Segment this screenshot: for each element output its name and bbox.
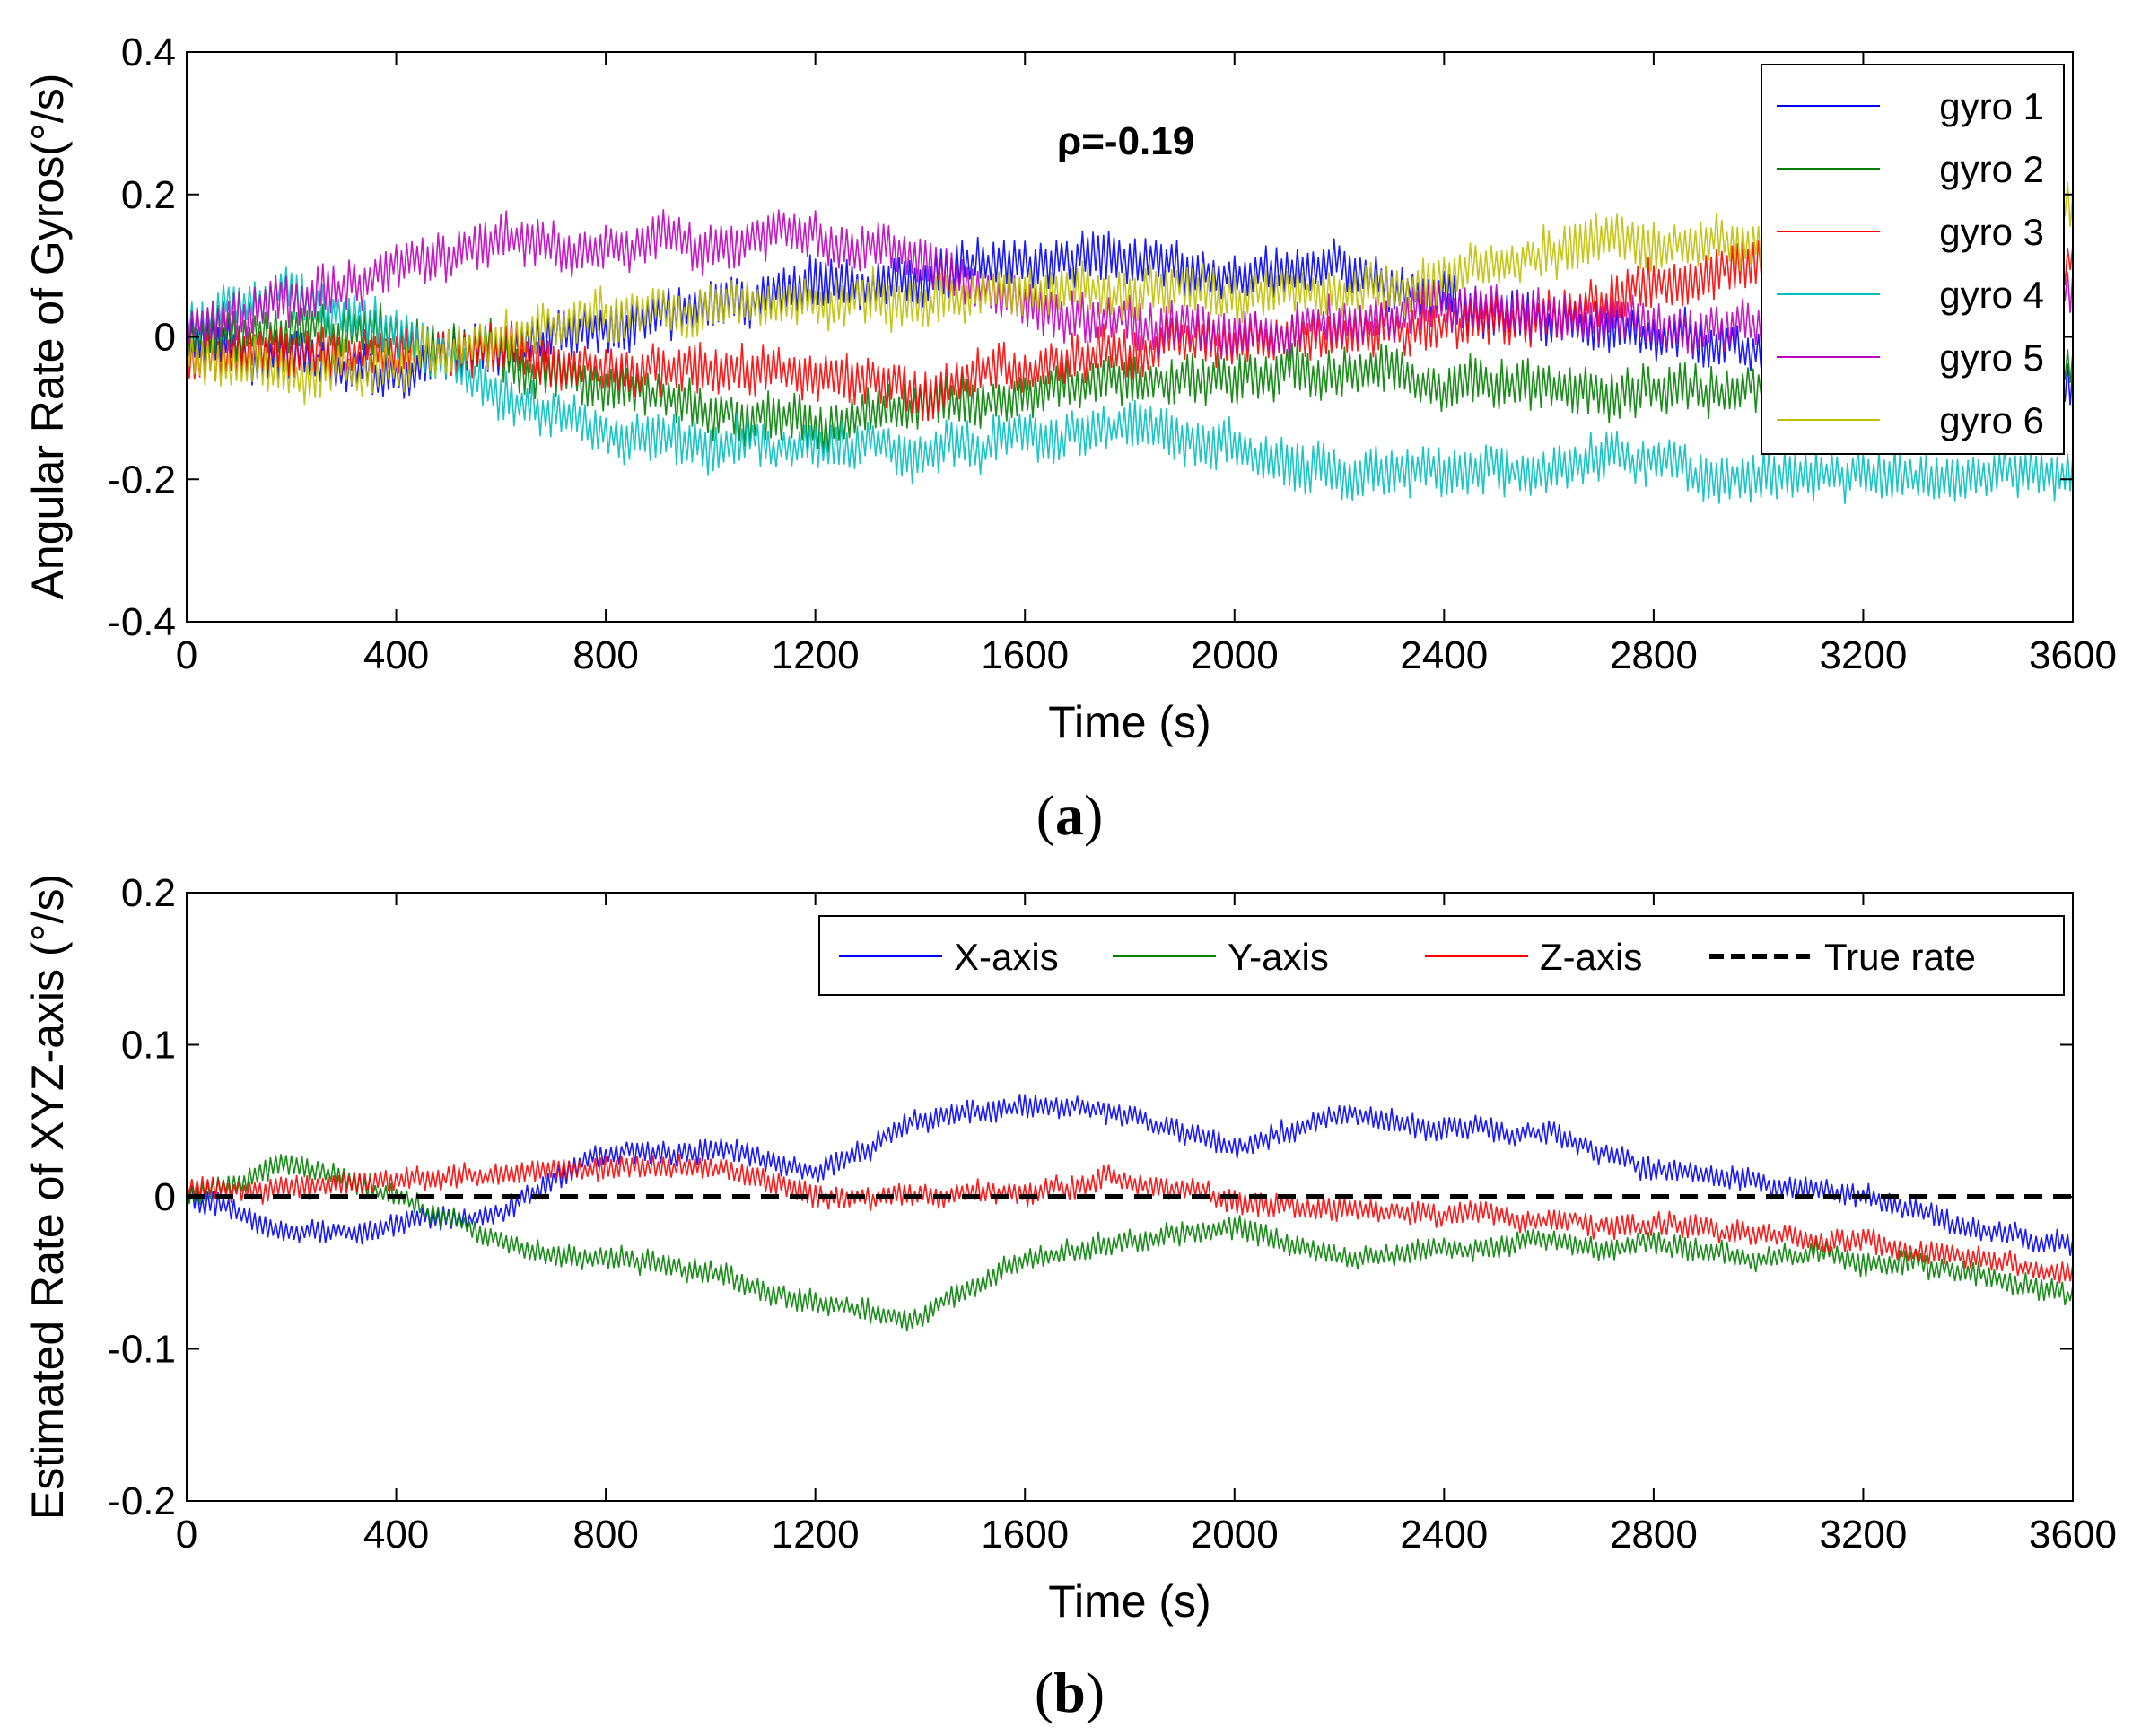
legend-label: gyro 2 bbox=[1939, 148, 2044, 190]
correlation-annotation: ρ=-0.19 bbox=[1057, 119, 1194, 163]
x-tick-label: 1200 bbox=[772, 633, 860, 677]
series-group bbox=[187, 1094, 2073, 1332]
axis-ticks-b: 0 400 800 1200 1600 2000 2400 2800 3200 3600 -0.2 -… bbox=[108, 871, 2117, 1557]
legend-label: gyro 3 bbox=[1939, 211, 2044, 253]
x-axis-label-b: Time (s) bbox=[1048, 1576, 1210, 1627]
x-tick-label: 3200 bbox=[1819, 1513, 1907, 1557]
series-line-gyro-4 bbox=[187, 266, 2073, 504]
y-tick-label: 0.2 bbox=[121, 871, 176, 915]
y-tick-label: 0.1 bbox=[121, 1024, 176, 1068]
series-line-gyro-3 bbox=[187, 240, 2073, 422]
x-tick-label: 1200 bbox=[772, 1513, 860, 1557]
x-tick-label: 2800 bbox=[1610, 1513, 1698, 1557]
series-line-z-axis bbox=[187, 1153, 2073, 1284]
y-tick-label: -0.4 bbox=[108, 600, 176, 644]
y-tick-label: 0 bbox=[154, 316, 176, 360]
x-tick-label: 800 bbox=[572, 633, 638, 677]
y-axis-label-b: Estimated Rate of XYZ-axis (°/s) bbox=[22, 874, 73, 1520]
y-tick-label: -0.1 bbox=[108, 1328, 176, 1372]
y-tick-label: -0.2 bbox=[108, 1479, 176, 1523]
panel-label-a: (a) bbox=[1036, 783, 1104, 847]
legend-label: Y-axis bbox=[1228, 936, 1329, 978]
x-tick-label: 400 bbox=[363, 633, 429, 677]
series-group bbox=[187, 181, 2073, 504]
series-line-gyro-1 bbox=[187, 231, 2073, 417]
y-tick-label: 0.2 bbox=[121, 173, 176, 217]
x-tick-label: 0 bbox=[176, 633, 197, 677]
legend-label: gyro 6 bbox=[1939, 399, 2044, 441]
series-line-x-axis bbox=[187, 1094, 2073, 1256]
x-tick-label: 1600 bbox=[981, 1513, 1069, 1557]
legend-b: X-axis Y-axis Z-axis True rate bbox=[818, 915, 2065, 996]
chart-panel-a: 0 400 800 1200 1600 2000 2400 2800 3200 3600 -0.4 -… bbox=[22, 31, 2117, 847]
series-line-y-axis bbox=[187, 1154, 2073, 1332]
x-tick-label: 2000 bbox=[1191, 633, 1279, 677]
plot-frame-b bbox=[186, 892, 2074, 1502]
legend-a: gyro 1 gyro 2 gyro 3 gyro 4 gyro 5 gyro 6 bbox=[1761, 64, 2065, 455]
x-tick-label: 0 bbox=[176, 1513, 197, 1557]
chart-panel-b: 0 400 800 1200 1600 2000 2400 2800 3200 3600 -0.2 -… bbox=[22, 871, 2117, 1724]
series-line-gyro-5 bbox=[187, 209, 2073, 362]
x-tick-label: 2400 bbox=[1400, 1513, 1488, 1557]
svg-text:(b): (b) bbox=[1035, 1661, 1105, 1724]
panel-label-a-letter: a bbox=[1055, 783, 1084, 847]
x-tick-label: 2400 bbox=[1400, 633, 1488, 677]
legend-label: gyro 1 bbox=[1939, 85, 2044, 127]
axis-ticks-a: 0 400 800 1200 1600 2000 2400 2800 3200 3600 -0.4 -… bbox=[108, 31, 2117, 677]
y-tick-label: -0.2 bbox=[108, 458, 176, 502]
x-tick-label: 800 bbox=[572, 1513, 638, 1557]
plot-frame-a bbox=[186, 51, 2074, 623]
y-tick-label: 0.4 bbox=[121, 31, 176, 74]
legend-label: gyro 5 bbox=[1939, 336, 2044, 379]
y-tick-label: 0 bbox=[154, 1175, 176, 1219]
x-tick-label: 3600 bbox=[2029, 1513, 2117, 1557]
x-tick-label: 400 bbox=[363, 1513, 429, 1557]
x-tick-label: 3200 bbox=[1819, 633, 1907, 677]
panel-label-b: (b) bbox=[1035, 1661, 1105, 1724]
legend-label: True rate bbox=[1824, 936, 1976, 978]
series-lines-b bbox=[187, 1094, 2073, 1332]
y-axis-label-a: Angular Rate of Gyros(°/s) bbox=[22, 74, 73, 600]
x-tick-label: 1600 bbox=[981, 633, 1069, 677]
series-line-gyro-2 bbox=[187, 302, 2073, 454]
legend-label: X-axis bbox=[954, 936, 1059, 978]
x-tick-label: 3600 bbox=[2029, 633, 2117, 677]
legend-label: Z-axis bbox=[1540, 936, 1642, 978]
series-line-gyro-6 bbox=[187, 181, 2073, 405]
panel-label-b-letter: b bbox=[1053, 1661, 1086, 1724]
legend-box-a bbox=[1761, 64, 2065, 455]
x-tick-label: 2000 bbox=[1191, 1513, 1279, 1557]
legend-label: gyro 4 bbox=[1939, 274, 2044, 316]
x-axis-label-a: Time (s) bbox=[1048, 697, 1210, 747]
series-lines-a bbox=[187, 181, 2073, 504]
svg-text:(a): (a) bbox=[1036, 783, 1104, 847]
x-tick-label: 2800 bbox=[1610, 633, 1698, 677]
